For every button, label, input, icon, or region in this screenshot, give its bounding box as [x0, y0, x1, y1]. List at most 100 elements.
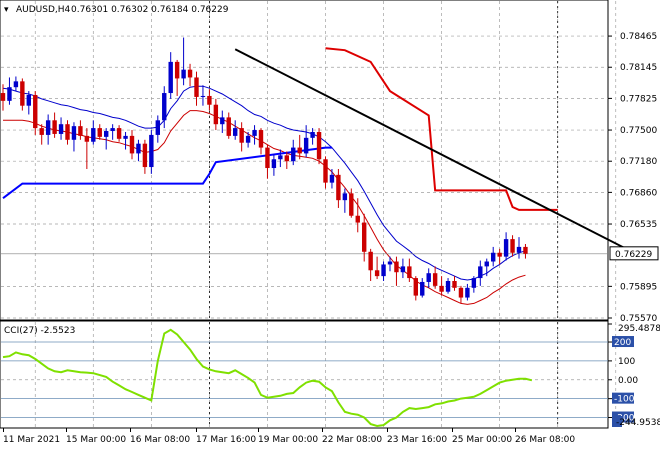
candle-body: [503, 239, 509, 257]
cci-panel-frame: [0, 320, 609, 429]
candle-body: [452, 280, 457, 288]
candle: [110, 124, 115, 140]
candle-body: [245, 135, 251, 143]
candle-body: [181, 69, 186, 79]
candle-body: [303, 137, 309, 154]
candle: [439, 276, 444, 296]
dropdown-triangle-icon[interactable]: ▾: [4, 5, 9, 15]
candle-body: [342, 193, 348, 201]
candle: [478, 260, 483, 286]
candle: [233, 120, 238, 140]
candle-body: [420, 281, 425, 296]
candle: [116, 125, 122, 142]
candle: [97, 124, 102, 140]
cci-panel: 295.4878 200 100 0.00 -100 -200-244.9538 CCI(…: [0, 320, 660, 429]
candle-body: [20, 81, 25, 106]
price-tick-label: 0.78145: [620, 63, 657, 73]
candle-body: [174, 61, 180, 79]
candle-body: [84, 135, 90, 142]
candle-body: [387, 261, 393, 265]
candle: [284, 151, 289, 169]
candle: [420, 278, 425, 298]
candle: [465, 283, 470, 301]
candle: [13, 76, 19, 92]
candle: [445, 278, 451, 294]
candle-body: [226, 117, 231, 136]
candle: [452, 276, 457, 291]
candle-body: [381, 264, 386, 277]
cci-level-box: [612, 392, 634, 404]
candle: [207, 89, 212, 111]
time-tick-label: 25 Mar 00:00: [452, 435, 512, 445]
candle-body: [97, 128, 102, 137]
cci-line: [2, 328, 533, 428]
time-axis: 11 Mar 2021 15 Mar 00:00 16 Mar 08:00 17 Ma…: [3, 428, 575, 445]
cci-tick-label: 0.00: [618, 376, 638, 386]
candle-body: [458, 287, 464, 298]
candle: [123, 131, 128, 150]
candle-body: [491, 252, 496, 262]
cci-tick-label: -100: [614, 395, 635, 405]
candle-body: [265, 147, 270, 169]
candle: [20, 78, 25, 111]
candle: [39, 124, 44, 145]
candle-body: [362, 222, 367, 252]
cci-tick-label: -200: [614, 414, 635, 424]
candle: [0, 84, 6, 111]
price-tick-label: 0.77180: [620, 157, 657, 167]
candle-body: [394, 261, 399, 273]
candle-body: [149, 134, 154, 168]
current-price-label: 0.76229: [609, 246, 659, 261]
candle-body: [13, 81, 19, 88]
candle-body: [213, 104, 219, 125]
candle-body: [439, 285, 444, 292]
candle: [355, 198, 360, 233]
candle: [258, 128, 264, 155]
candle-body: [271, 159, 277, 169]
candle-body: [52, 120, 57, 134]
candle: [303, 125, 309, 158]
candle-body: [471, 278, 477, 288]
candle-body: [136, 143, 141, 154]
time-tick-label: 11 Mar 2021: [3, 435, 60, 445]
price-tick-label: 0.75895: [620, 282, 657, 292]
candle: [342, 188, 348, 213]
candle-body: [407, 266, 412, 279]
candle-body: [329, 174, 335, 183]
candle-body: [194, 77, 199, 97]
candle-body: [291, 147, 296, 162]
candle-body: [168, 61, 173, 94]
price-tick-label: 0.76535: [620, 220, 657, 230]
candle-body: [0, 93, 6, 101]
candle-body: [349, 193, 354, 216]
candle-body: [497, 252, 502, 257]
candle-body: [426, 273, 431, 282]
candle-body: [316, 131, 322, 160]
candle-body: [239, 128, 244, 143]
cci-title: CCI(27) -2.5523: [4, 326, 75, 336]
price-chart-panel: 0.78465 0.78145 0.77825 0.77500 0.77180 0.768…: [0, 0, 659, 324]
candle: [297, 134, 302, 160]
candle-body: [155, 120, 160, 135]
candle: [471, 276, 477, 293]
chart-header: ▾ AUDUSD,H4 0.76301 0.76302 0.76184 0.76…: [4, 5, 229, 15]
candle-body: [91, 128, 96, 142]
candle: [200, 85, 206, 106]
price-tick-label: 0.76860: [620, 188, 657, 198]
candle: [368, 248, 373, 281]
cci-tick-label: 200: [614, 338, 631, 348]
candle-body: [39, 128, 44, 135]
candle-body: [65, 124, 70, 140]
candle: [407, 258, 412, 282]
cci-min-marker: [612, 416, 622, 427]
candle-body: [355, 215, 360, 223]
candle: [149, 130, 154, 174]
candle-body: [278, 155, 283, 160]
candle-body: [200, 95, 206, 97]
candle-body: [432, 273, 438, 286]
trendline[interactable]: [234, 48, 643, 258]
candle: [497, 248, 502, 265]
candle: [426, 268, 431, 288]
candles: [0, 37, 528, 304]
